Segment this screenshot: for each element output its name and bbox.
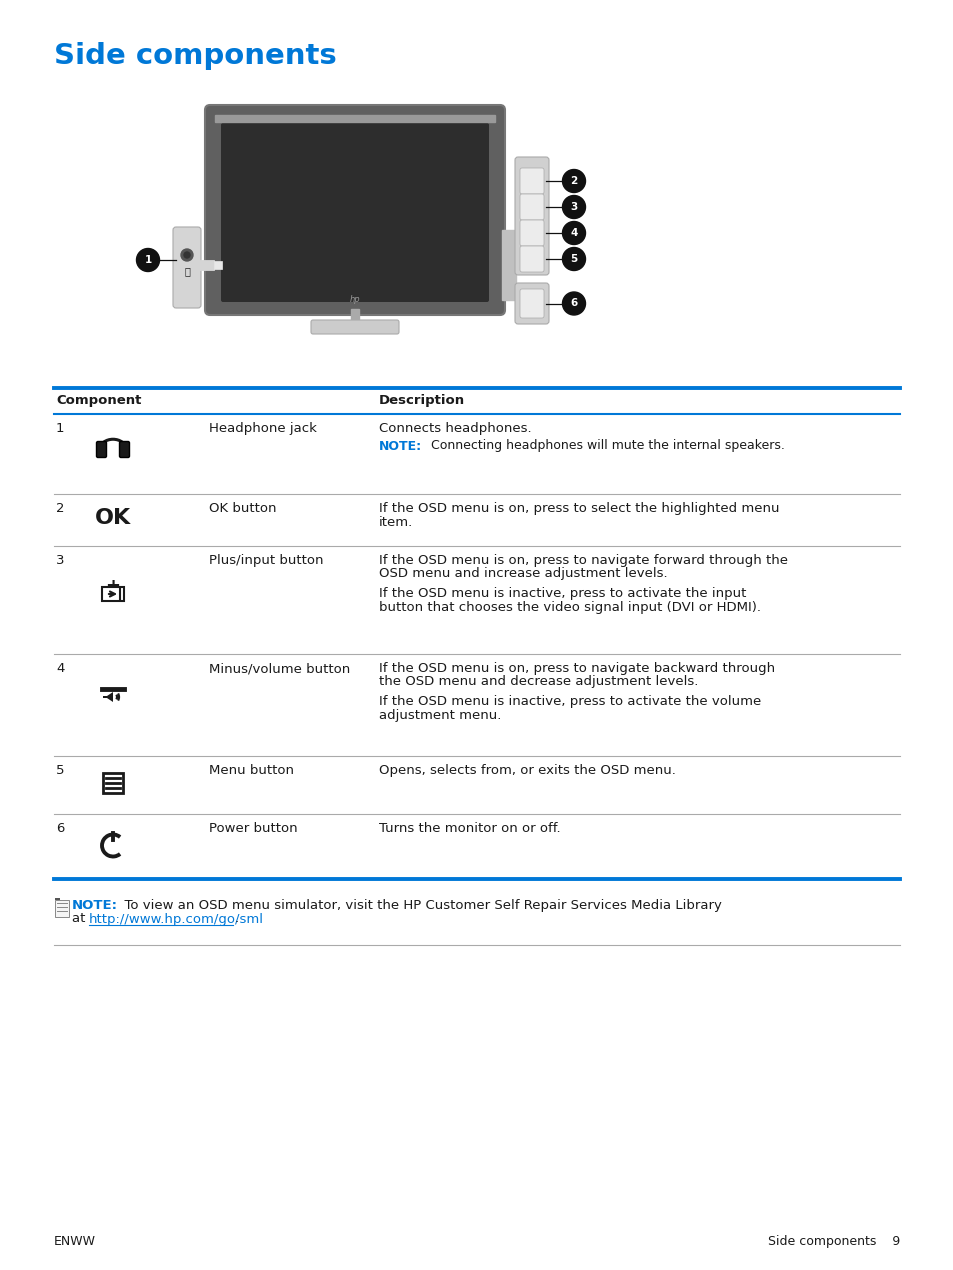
Text: 🎧: 🎧 xyxy=(184,265,190,276)
Text: 2: 2 xyxy=(56,502,65,516)
Bar xyxy=(102,587,124,601)
Polygon shape xyxy=(103,692,112,702)
Text: Turns the monitor on or off.: Turns the monitor on or off. xyxy=(378,822,560,834)
Text: NOTE:: NOTE: xyxy=(378,439,421,452)
FancyBboxPatch shape xyxy=(172,227,201,309)
Text: OK: OK xyxy=(95,508,131,528)
Text: hp: hp xyxy=(350,295,360,304)
Text: Connecting headphones will mute the internal speakers.: Connecting headphones will mute the inte… xyxy=(422,439,784,452)
Text: 6: 6 xyxy=(56,822,64,834)
FancyBboxPatch shape xyxy=(221,123,489,302)
Circle shape xyxy=(184,251,190,258)
Text: 4: 4 xyxy=(570,229,578,237)
Text: Side components: Side components xyxy=(54,42,336,70)
Text: ENWW: ENWW xyxy=(54,1234,96,1248)
Text: 1: 1 xyxy=(56,422,65,436)
Text: OSD menu and increase adjustment levels.: OSD menu and increase adjustment levels. xyxy=(378,568,667,580)
Text: item.: item. xyxy=(378,516,413,528)
FancyBboxPatch shape xyxy=(519,194,543,220)
Text: 5: 5 xyxy=(570,254,577,264)
Text: OK button: OK button xyxy=(209,502,276,516)
Text: the OSD menu and decrease adjustment levels.: the OSD menu and decrease adjustment lev… xyxy=(378,676,698,688)
FancyBboxPatch shape xyxy=(519,168,543,194)
Text: If the OSD menu is on, press to navigate forward through the: If the OSD menu is on, press to navigate… xyxy=(378,554,787,566)
Text: .: . xyxy=(234,913,239,926)
FancyBboxPatch shape xyxy=(119,442,130,457)
Text: If the OSD menu is on, press to select the highlighted menu: If the OSD menu is on, press to select t… xyxy=(378,502,779,516)
Text: Menu button: Menu button xyxy=(209,765,294,777)
Text: NOTE:: NOTE: xyxy=(71,899,118,912)
FancyBboxPatch shape xyxy=(519,290,543,318)
Text: http://www.hp.com/go/sml: http://www.hp.com/go/sml xyxy=(89,913,264,926)
Text: If the OSD menu is on, press to navigate backward through: If the OSD menu is on, press to navigate… xyxy=(378,662,774,674)
FancyBboxPatch shape xyxy=(515,283,548,324)
Text: To view an OSD menu simulator, visit the HP Customer Self Repair Services Media : To view an OSD menu simulator, visit the… xyxy=(116,899,721,912)
Bar xyxy=(351,309,358,324)
FancyBboxPatch shape xyxy=(96,442,107,457)
Text: Plus/input button: Plus/input button xyxy=(209,554,323,566)
Text: Component: Component xyxy=(56,394,141,406)
Bar xyxy=(55,900,69,917)
Polygon shape xyxy=(55,898,60,900)
Text: Opens, selects from, or exits the OSD menu.: Opens, selects from, or exits the OSD me… xyxy=(378,765,675,777)
Bar xyxy=(214,116,495,122)
Text: 2: 2 xyxy=(570,177,577,185)
Text: If the OSD menu is inactive, press to activate the volume: If the OSD menu is inactive, press to ac… xyxy=(378,695,760,707)
Circle shape xyxy=(562,221,585,245)
Text: 3: 3 xyxy=(570,202,577,212)
Text: If the OSD menu is inactive, press to activate the input: If the OSD menu is inactive, press to ac… xyxy=(378,587,745,599)
Bar xyxy=(103,773,123,792)
Text: 5: 5 xyxy=(56,765,65,777)
Text: button that chooses the video signal input (DVI or HDMI).: button that chooses the video signal inp… xyxy=(378,601,760,613)
Circle shape xyxy=(562,169,585,193)
Circle shape xyxy=(136,249,159,272)
Text: Side components    9: Side components 9 xyxy=(767,1234,899,1248)
Text: +: + xyxy=(106,577,120,596)
Text: 4: 4 xyxy=(56,662,64,674)
FancyBboxPatch shape xyxy=(519,220,543,246)
FancyBboxPatch shape xyxy=(311,320,398,334)
Circle shape xyxy=(562,248,585,271)
Text: Minus/volume button: Minus/volume button xyxy=(209,662,350,674)
Bar xyxy=(501,230,516,300)
Text: Power button: Power button xyxy=(209,822,297,834)
FancyBboxPatch shape xyxy=(205,105,504,315)
Text: Connects headphones.: Connects headphones. xyxy=(378,422,531,436)
Text: Description: Description xyxy=(378,394,465,406)
Circle shape xyxy=(181,249,193,262)
Text: adjustment menu.: adjustment menu. xyxy=(378,709,501,721)
FancyBboxPatch shape xyxy=(519,246,543,272)
Text: 1: 1 xyxy=(144,255,152,265)
Circle shape xyxy=(562,196,585,218)
Bar xyxy=(213,262,222,269)
Circle shape xyxy=(562,292,585,315)
Bar xyxy=(198,260,213,271)
Text: at: at xyxy=(71,913,90,926)
FancyBboxPatch shape xyxy=(515,157,548,276)
Text: Headphone jack: Headphone jack xyxy=(209,422,316,436)
Text: 6: 6 xyxy=(570,298,577,309)
Text: 3: 3 xyxy=(56,554,65,566)
